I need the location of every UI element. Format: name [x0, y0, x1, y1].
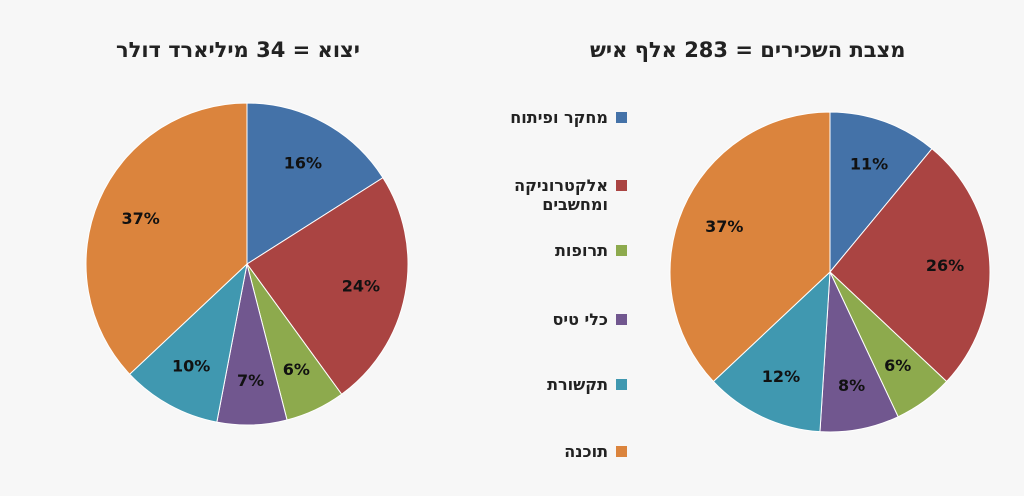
legend-swatch — [616, 314, 627, 325]
legend-item-aircraft: כלי טיס — [497, 310, 627, 329]
export-slice-software — [85, 102, 248, 375]
employees-data-label: 26% — [926, 256, 964, 275]
employees-data-label: 37% — [705, 217, 743, 236]
legend-item-electronics: אלקטרוניקה ומחשבים — [497, 176, 627, 214]
employees-slice-software — [669, 111, 831, 383]
legend-item-pharma: תרופות — [497, 241, 627, 260]
employees-slice-rnd — [829, 111, 933, 274]
employees-data-label: 11% — [850, 155, 888, 174]
employees-slice-electronics — [829, 148, 991, 383]
employees-data-label: 8% — [838, 376, 865, 395]
legend-swatch — [616, 180, 627, 191]
employees-data-label: 12% — [762, 367, 800, 386]
export-data-label: 16% — [284, 153, 322, 172]
export-data-label: 7% — [237, 371, 264, 390]
legend-label: מחקר ופיתוח — [510, 108, 608, 127]
legend-item-communications: תקשורת — [497, 375, 627, 394]
legend-swatch — [616, 379, 627, 390]
legend-label: כלי טיס — [552, 310, 608, 329]
export-slice-rnd — [246, 102, 384, 265]
legend-item-rnd: מחקר ופיתוח — [497, 108, 627, 127]
export-slice-communications — [128, 262, 248, 423]
legend-item-software: תוכנה — [497, 442, 627, 461]
legend-swatch — [616, 112, 627, 123]
export-slice-electronics — [246, 177, 409, 395]
export-data-label: 37% — [121, 209, 159, 228]
legend-label: אלקטרוניקה ומחשבים — [514, 176, 608, 214]
legend-swatch — [616, 446, 627, 457]
legend-label: תקשורת — [547, 375, 608, 394]
employees-chart-title: מצבת השכירים = 283 אלף איש — [590, 38, 906, 62]
export-data-label: 24% — [342, 277, 380, 296]
export-data-label: 6% — [283, 360, 310, 379]
legend-label: תוכנה — [564, 442, 608, 461]
employees-data-label: 6% — [884, 356, 911, 375]
legend-label: תרופות — [555, 241, 608, 260]
legend-swatch — [616, 245, 627, 256]
employees-slice-communications — [712, 270, 831, 433]
export-data-label: 10% — [172, 357, 210, 376]
export-chart-title: יצוא = 34 מיליארד דולר — [116, 38, 360, 62]
